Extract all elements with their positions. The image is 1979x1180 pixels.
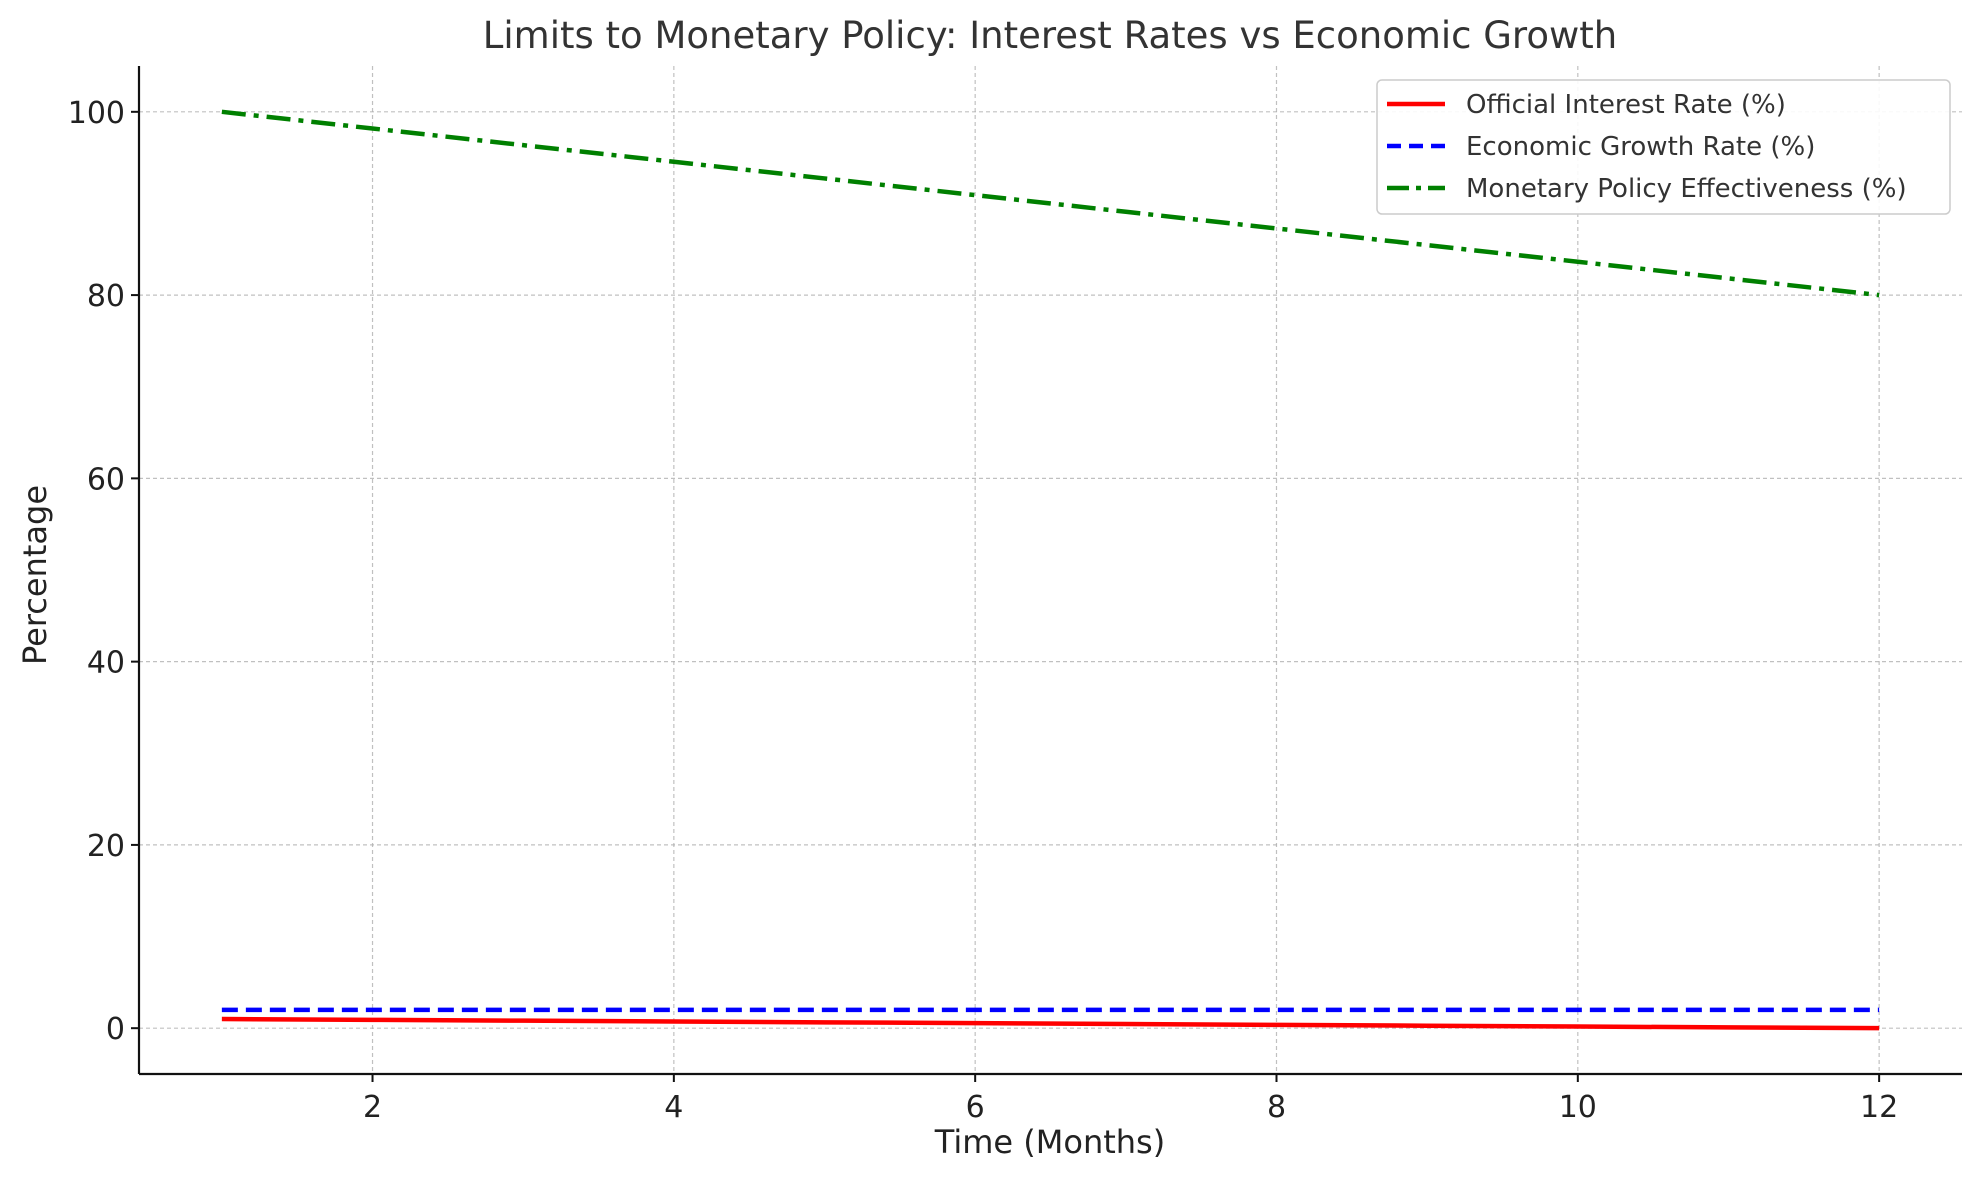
- x-ticks: 2 4 6 8 10 12: [363, 1074, 1898, 1125]
- y-axis-label: Percentage: [16, 485, 54, 665]
- legend: Official Interest Rate (%) Economic Growt…: [1376, 79, 1951, 215]
- chart-title: Limits to Monetary Policy: Interest Rate…: [483, 14, 1617, 57]
- legend-box: [1376, 79, 1951, 215]
- y-tick-label: 100: [68, 96, 125, 131]
- series-lines: [221, 109, 1880, 1031]
- x-tick-label: 6: [966, 1090, 985, 1125]
- legend-label-0: Official Interest Rate (%): [1466, 90, 1786, 120]
- x-axis-label: Time (Months): [934, 1123, 1165, 1161]
- x-tick-label: 8: [1267, 1090, 1286, 1125]
- y-tick-label: 80: [87, 279, 125, 314]
- y-tick-label: 20: [87, 829, 125, 864]
- y-ticks: 0 20 40 60 80 100: [68, 96, 139, 1047]
- x-tick-label: 4: [664, 1090, 683, 1125]
- y-tick-label: 40: [87, 646, 125, 681]
- series-line-2: [221, 109, 1880, 298]
- legend-label-2: Monetary Policy Effectiveness (%): [1466, 174, 1907, 204]
- legend-label-1: Economic Growth Rate (%): [1466, 132, 1815, 162]
- x-tick-label: 10: [1559, 1090, 1597, 1125]
- x-tick-label: 2: [363, 1090, 382, 1125]
- series-line-0: [221, 1016, 1880, 1031]
- axes: [137, 66, 1962, 1076]
- x-tick-label: 12: [1860, 1090, 1898, 1125]
- y-tick-label: 0: [106, 1012, 125, 1047]
- grid: [139, 66, 1962, 1074]
- y-tick-label: 60: [87, 462, 125, 497]
